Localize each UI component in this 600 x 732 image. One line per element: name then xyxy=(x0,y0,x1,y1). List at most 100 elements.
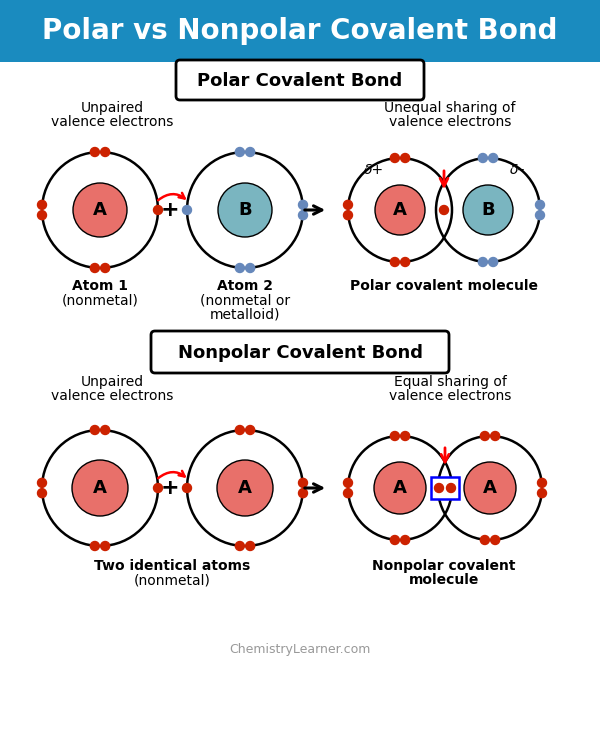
Bar xyxy=(431,477,459,499)
Text: Atom 2: Atom 2 xyxy=(217,279,273,293)
Text: Unpaired: Unpaired xyxy=(80,101,143,115)
Circle shape xyxy=(245,264,254,272)
Circle shape xyxy=(536,211,545,220)
Circle shape xyxy=(182,484,191,493)
Text: (nonmetal or: (nonmetal or xyxy=(200,293,290,307)
Circle shape xyxy=(446,484,455,493)
Text: valence electrons: valence electrons xyxy=(51,389,173,403)
Circle shape xyxy=(218,183,272,237)
Circle shape xyxy=(72,460,128,516)
Circle shape xyxy=(91,425,100,435)
Text: valence electrons: valence electrons xyxy=(51,115,173,129)
Text: metalloid): metalloid) xyxy=(210,307,280,321)
Circle shape xyxy=(401,154,410,163)
Circle shape xyxy=(343,201,353,209)
Text: ChemistryLearner.com: ChemistryLearner.com xyxy=(229,643,371,657)
Circle shape xyxy=(235,148,244,157)
Circle shape xyxy=(481,431,490,441)
Circle shape xyxy=(101,425,110,435)
Circle shape xyxy=(488,154,497,163)
Circle shape xyxy=(91,148,100,157)
Text: Polar Covalent Bond: Polar Covalent Bond xyxy=(197,72,403,90)
Circle shape xyxy=(391,536,400,545)
Circle shape xyxy=(536,201,545,209)
Text: δ–: δ– xyxy=(510,163,526,177)
Circle shape xyxy=(245,148,254,157)
Circle shape xyxy=(73,183,127,237)
Text: B: B xyxy=(238,201,252,219)
Circle shape xyxy=(217,460,273,516)
Circle shape xyxy=(235,425,244,435)
Text: valence electrons: valence electrons xyxy=(389,115,511,129)
Text: A: A xyxy=(93,479,107,497)
Text: Unpaired: Unpaired xyxy=(80,375,143,389)
Circle shape xyxy=(401,431,410,441)
Text: A: A xyxy=(393,479,407,497)
Text: valence electrons: valence electrons xyxy=(389,389,511,403)
Text: Unequal sharing of: Unequal sharing of xyxy=(384,101,516,115)
Circle shape xyxy=(491,536,500,545)
Text: Equal sharing of: Equal sharing of xyxy=(394,375,506,389)
Circle shape xyxy=(488,258,497,266)
Text: δ+: δ+ xyxy=(364,163,384,177)
Circle shape xyxy=(245,542,254,550)
Circle shape xyxy=(299,211,308,220)
Circle shape xyxy=(299,489,308,498)
Text: Nonpolar covalent: Nonpolar covalent xyxy=(372,559,516,573)
Circle shape xyxy=(299,478,308,488)
Text: B: B xyxy=(481,201,495,219)
Circle shape xyxy=(182,206,191,214)
Circle shape xyxy=(343,478,353,488)
Text: A: A xyxy=(238,479,252,497)
Circle shape xyxy=(154,206,163,214)
Circle shape xyxy=(299,201,308,209)
Circle shape xyxy=(538,478,547,488)
Text: molecule: molecule xyxy=(409,573,479,587)
Text: A: A xyxy=(483,479,497,497)
Circle shape xyxy=(391,154,400,163)
Circle shape xyxy=(37,489,47,498)
Circle shape xyxy=(37,201,47,209)
Circle shape xyxy=(375,185,425,235)
Circle shape xyxy=(491,431,500,441)
Circle shape xyxy=(478,154,487,163)
Text: A: A xyxy=(93,201,107,219)
FancyBboxPatch shape xyxy=(151,331,449,373)
Text: Two identical atoms: Two identical atoms xyxy=(94,559,250,573)
Circle shape xyxy=(101,148,110,157)
Circle shape xyxy=(401,536,410,545)
Text: Nonpolar Covalent Bond: Nonpolar Covalent Bond xyxy=(178,344,422,362)
Circle shape xyxy=(481,536,490,545)
Circle shape xyxy=(154,484,163,493)
Circle shape xyxy=(245,425,254,435)
Text: (nonmetal): (nonmetal) xyxy=(134,573,211,587)
Circle shape xyxy=(343,489,353,498)
Circle shape xyxy=(101,264,110,272)
Text: +: + xyxy=(161,478,179,498)
Circle shape xyxy=(391,431,400,441)
Text: Atom 1: Atom 1 xyxy=(72,279,128,293)
Circle shape xyxy=(101,542,110,550)
Bar xyxy=(0,0,600,62)
Text: Polar vs Nonpolar Covalent Bond: Polar vs Nonpolar Covalent Bond xyxy=(42,17,558,45)
Text: (nonmetal): (nonmetal) xyxy=(62,293,139,307)
Text: Polar covalent molecule: Polar covalent molecule xyxy=(350,279,538,293)
Circle shape xyxy=(538,489,547,498)
Circle shape xyxy=(91,264,100,272)
Circle shape xyxy=(463,185,513,235)
Circle shape xyxy=(235,542,244,550)
Circle shape xyxy=(343,211,353,220)
Circle shape xyxy=(374,462,426,514)
Circle shape xyxy=(478,258,487,266)
Circle shape xyxy=(401,258,410,266)
Circle shape xyxy=(235,264,244,272)
Circle shape xyxy=(391,258,400,266)
Circle shape xyxy=(464,462,516,514)
Circle shape xyxy=(434,484,443,493)
Circle shape xyxy=(37,211,47,220)
Circle shape xyxy=(439,206,449,214)
Text: A: A xyxy=(393,201,407,219)
FancyBboxPatch shape xyxy=(176,60,424,100)
Text: +: + xyxy=(161,200,179,220)
Circle shape xyxy=(37,478,47,488)
